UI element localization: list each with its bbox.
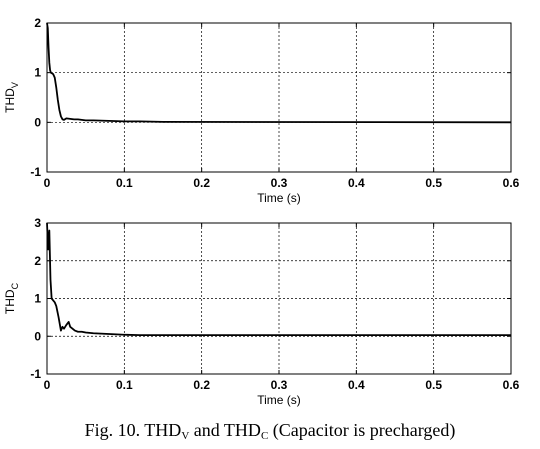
caption-middle: and THD	[189, 420, 261, 440]
caption-sub-c: C	[260, 430, 269, 442]
x-axis-title: Time (s)	[257, 191, 301, 205]
figure-caption: Fig. 10. THDV and THDC (Capacitor is pre…	[0, 420, 540, 442]
x-tick-label: 0.4	[348, 378, 365, 392]
y-tick-label: 2	[34, 16, 41, 30]
series-line	[46, 22, 512, 124]
y-axis-title-sub: C	[10, 282, 20, 289]
caption-sub-v: V	[181, 430, 190, 442]
x-tick-label: 0	[44, 176, 51, 190]
y-tick-label: -1	[30, 165, 41, 179]
x-tick-label: 0.6	[503, 176, 520, 190]
y-tick-label: -1	[30, 367, 41, 381]
x-tick-label: 0.2	[193, 176, 210, 190]
y-axis-title-sub: V	[10, 82, 20, 88]
x-tick-label: 0.5	[425, 176, 442, 190]
x-tick-label: 0.3	[271, 176, 288, 190]
y-tick-label: 1	[34, 66, 41, 80]
y-tick-label: 3	[34, 216, 41, 230]
x-tick-label: 0.4	[348, 176, 365, 190]
x-tick-label: 0.1	[116, 378, 133, 392]
y-axis-title-main: THD	[3, 289, 17, 314]
y-axis-title: THDV	[3, 82, 20, 113]
x-tick-label: 0.1	[116, 176, 133, 190]
caption-suffix: (Capacitor is precharged)	[268, 420, 456, 440]
x-tick-label: 0	[44, 378, 51, 392]
y-axis-title-main: THD	[3, 88, 17, 113]
x-tick-label: 0.6	[503, 378, 520, 392]
x-tick-label: 0.5	[425, 378, 442, 392]
x-tick-label: 0.2	[193, 378, 210, 392]
y-axis-title: THDC	[3, 282, 20, 314]
x-tick-label: 0.3	[271, 378, 288, 392]
y-tick-label: 1	[34, 292, 41, 306]
y-tick-label: 2	[34, 254, 41, 268]
plot-frame	[46, 22, 512, 173]
y-tick-label: 0	[34, 329, 41, 343]
caption-prefix: Fig. 10. THD	[84, 420, 182, 440]
x-axis-title: Time (s)	[257, 393, 301, 407]
series-line	[46, 222, 511, 337]
y-tick-label: 0	[34, 115, 41, 129]
